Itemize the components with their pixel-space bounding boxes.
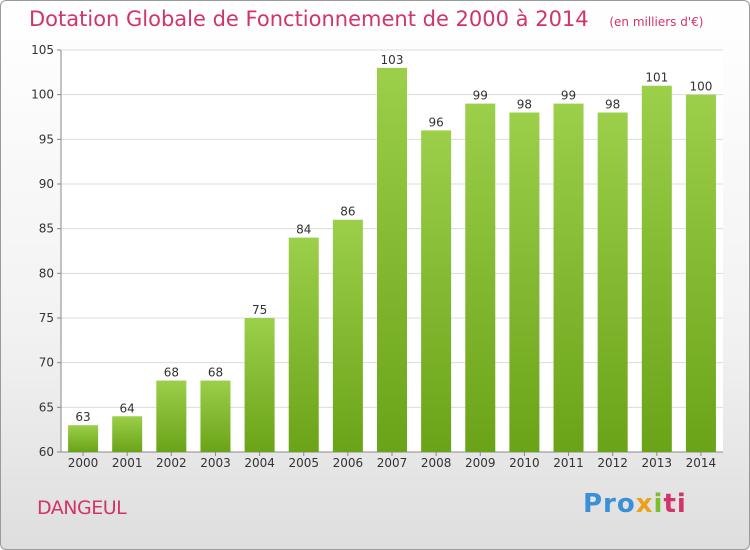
- bar-value-label: 68: [164, 366, 179, 380]
- bar: [641, 85, 672, 452]
- y-tick-label: 60: [39, 445, 54, 459]
- bar: [597, 112, 628, 453]
- x-tick-label: 2013: [642, 456, 673, 470]
- x-tick-label: 2012: [597, 456, 628, 470]
- bar-value-label: 64: [120, 401, 135, 415]
- bar: [244, 318, 275, 452]
- y-tick-label: 85: [39, 222, 54, 236]
- bar: [376, 67, 408, 452]
- y-tick-label: 75: [39, 311, 54, 325]
- bar-value-label: 63: [75, 410, 90, 424]
- logo-part-3: i: [653, 489, 664, 519]
- bar: [68, 425, 99, 452]
- bar-value-label: 103: [381, 53, 404, 67]
- logo-part-2: x: [635, 489, 654, 519]
- bar: [421, 130, 452, 452]
- bar-value-label: 96: [428, 115, 443, 129]
- bar-value-label: 98: [605, 98, 620, 112]
- x-tick-label: 2009: [465, 456, 496, 470]
- chart-title: Dotation Globale de Fonctionnement de 20…: [29, 7, 703, 31]
- x-tick-label: 2006: [333, 456, 364, 470]
- bar-value-label: 101: [645, 71, 668, 85]
- x-tick-label: 2007: [377, 456, 408, 470]
- x-tick-label: 2010: [509, 456, 540, 470]
- x-tick-label: 2014: [686, 456, 717, 470]
- x-tick-label: 2008: [421, 456, 452, 470]
- x-tick-label: 2003: [200, 456, 231, 470]
- y-tick-label: 100: [31, 88, 54, 102]
- chart-title-text: Dotation Globale de Fonctionnement de 20…: [29, 7, 589, 31]
- logo-part-1: Pro: [583, 489, 636, 519]
- x-tick-label: 2002: [156, 456, 187, 470]
- bar: [200, 380, 231, 452]
- bar-value-label: 68: [208, 366, 223, 380]
- bar: [112, 416, 143, 452]
- bar: [553, 103, 584, 452]
- y-tick-label: 95: [39, 132, 54, 146]
- y-tick-label: 80: [39, 266, 54, 280]
- bar-value-label: 99: [473, 89, 488, 103]
- bar: [685, 94, 716, 453]
- x-tick-label: 2000: [68, 456, 99, 470]
- bar-value-label: 86: [340, 205, 355, 219]
- y-tick-label: 105: [31, 43, 54, 57]
- bar-value-label: 84: [296, 223, 311, 237]
- y-tick-label: 65: [39, 400, 54, 414]
- commune-name: DANGEUL: [37, 497, 127, 519]
- chart-subtitle: (en milliers d'€): [609, 15, 704, 29]
- bar: [509, 112, 540, 453]
- x-tick-label: 2001: [112, 456, 143, 470]
- bar-value-label: 99: [561, 89, 576, 103]
- x-tick-label: 2011: [553, 456, 584, 470]
- proxiti-logo: Proxiti: [583, 489, 687, 519]
- y-tick-label: 70: [39, 356, 54, 370]
- x-tick-label: 2004: [244, 456, 275, 470]
- x-tick-label: 2005: [288, 456, 319, 470]
- bar: [156, 380, 187, 452]
- y-tick-label: 90: [39, 177, 54, 191]
- bar-value-label: 98: [517, 98, 532, 112]
- bar: [288, 237, 319, 452]
- bar: [332, 219, 363, 452]
- bar-value-label: 75: [252, 303, 267, 317]
- logo-part-4: ti: [663, 489, 687, 519]
- bar-value-label: 100: [689, 80, 712, 94]
- bar: [465, 103, 496, 452]
